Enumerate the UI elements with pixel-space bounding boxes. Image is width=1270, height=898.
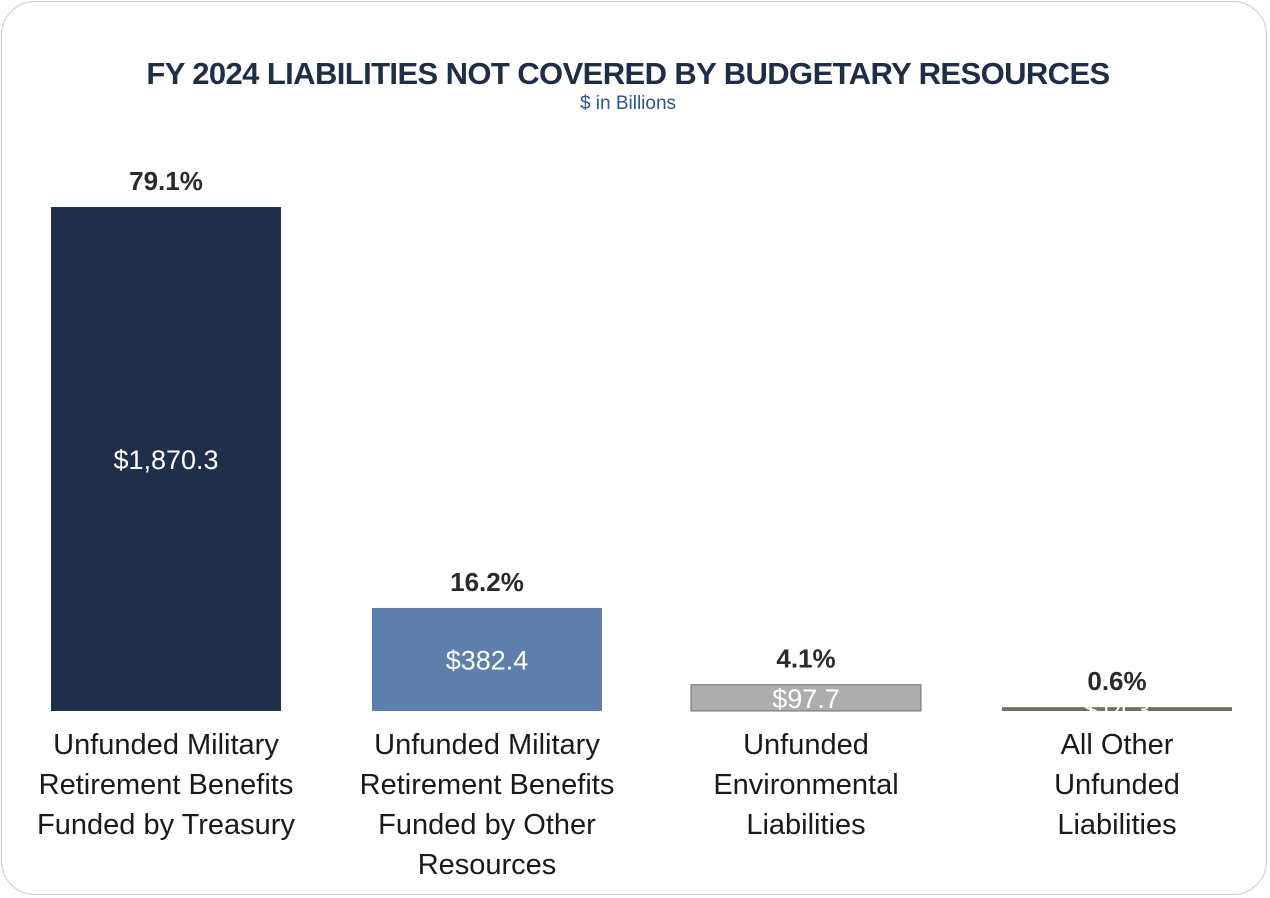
category-label: All Other [1061,729,1174,761]
category-label: Funded by Other [378,809,596,841]
category-label: Retirement Benefits [39,769,294,801]
bar-percent-label: 4.1% [776,644,835,674]
category-label: Retirement Benefits [360,769,615,801]
bar [372,607,602,711]
bar-value-label: $14.3 [1083,695,1151,725]
category-label: Unfunded [743,729,869,761]
category-label: Unfunded Military [53,729,279,761]
bar [1002,707,1232,711]
category-label: Funded by Treasury [37,809,295,841]
category-label: Unfunded [1054,769,1180,801]
bar-percent-label: 16.2% [450,567,524,597]
bar [690,684,922,712]
bar-value-label: $382.4 [446,645,529,675]
bar-percent-label: 0.6% [1087,666,1146,696]
chart-title: FY 2024 LIABILITIES NOT COVERED BY BUDGE… [146,56,1110,91]
bar-percent-label: 79.1% [129,166,203,196]
category-label: Liabilities [1057,809,1176,841]
category-label: Resources [418,849,557,881]
bar-value-label: $1,870.3 [113,445,218,475]
bar [51,207,281,711]
chart-subtitle: $ in Billions [579,93,677,114]
bar-value-label: $97.7 [772,684,840,714]
category-label: Unfunded Military [374,729,600,761]
category-label: Environmental [713,769,898,801]
category-label: Liabilities [746,809,865,841]
